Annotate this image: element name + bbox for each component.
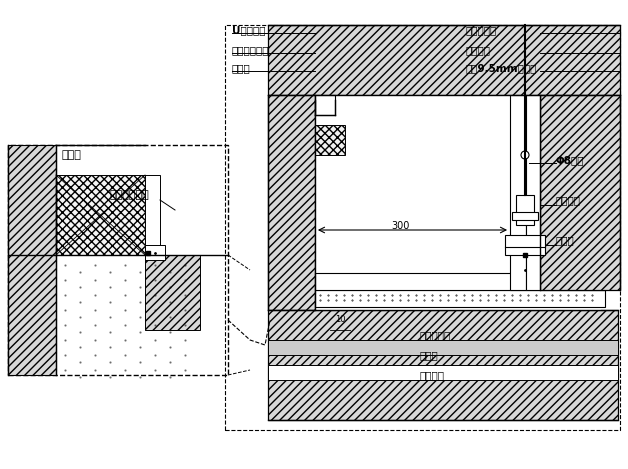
Bar bbox=[8, 145, 228, 375]
Bar bbox=[225, 25, 620, 430]
Text: 木龙骨: 木龙骨 bbox=[232, 63, 251, 73]
Bar bbox=[268, 310, 618, 420]
Bar bbox=[315, 273, 605, 290]
Bar bbox=[315, 95, 335, 115]
Bar bbox=[505, 235, 545, 255]
Bar bbox=[268, 95, 315, 310]
Bar bbox=[270, 30, 315, 290]
Text: 建筑结构层: 建筑结构层 bbox=[465, 25, 496, 35]
Text: 主龙骨: 主龙骨 bbox=[556, 235, 575, 245]
Bar bbox=[145, 175, 160, 255]
Text: 灌装层: 灌装层 bbox=[420, 350, 439, 360]
Text: 龙骨吊件: 龙骨吊件 bbox=[556, 195, 581, 205]
Text: U型边龙骨: U型边龙骨 bbox=[232, 25, 266, 35]
Bar bbox=[268, 340, 618, 355]
Bar bbox=[516, 195, 534, 225]
Bar bbox=[270, 30, 620, 100]
Bar bbox=[510, 95, 526, 290]
Text: 双层9.5mm石膏板: 双层9.5mm石膏板 bbox=[465, 63, 536, 73]
Text: 建筑结构层: 建筑结构层 bbox=[420, 330, 452, 340]
Bar bbox=[56, 175, 145, 255]
Text: Φ8吊筋: Φ8吊筋 bbox=[556, 155, 585, 165]
Text: 模型石膏填缝: 模型石膏填缝 bbox=[232, 45, 269, 55]
Bar bbox=[526, 95, 540, 290]
Text: 300: 300 bbox=[391, 221, 409, 231]
Bar bbox=[540, 95, 620, 290]
Bar bbox=[145, 245, 165, 260]
Bar bbox=[145, 255, 200, 330]
Text: 模型石膏填缝: 模型石膏填缝 bbox=[110, 190, 149, 200]
Text: 石材墙面: 石材墙面 bbox=[420, 370, 445, 380]
Text: 10: 10 bbox=[335, 316, 345, 325]
Bar bbox=[8, 145, 56, 375]
Bar bbox=[315, 290, 605, 307]
Text: 木龙骨: 木龙骨 bbox=[62, 150, 82, 160]
Text: 轻钢龙骨: 轻钢龙骨 bbox=[465, 45, 490, 55]
Bar bbox=[268, 365, 618, 380]
Bar bbox=[512, 212, 538, 220]
Bar bbox=[315, 125, 345, 155]
Bar bbox=[315, 95, 600, 310]
Circle shape bbox=[521, 151, 529, 159]
Bar bbox=[268, 25, 620, 95]
